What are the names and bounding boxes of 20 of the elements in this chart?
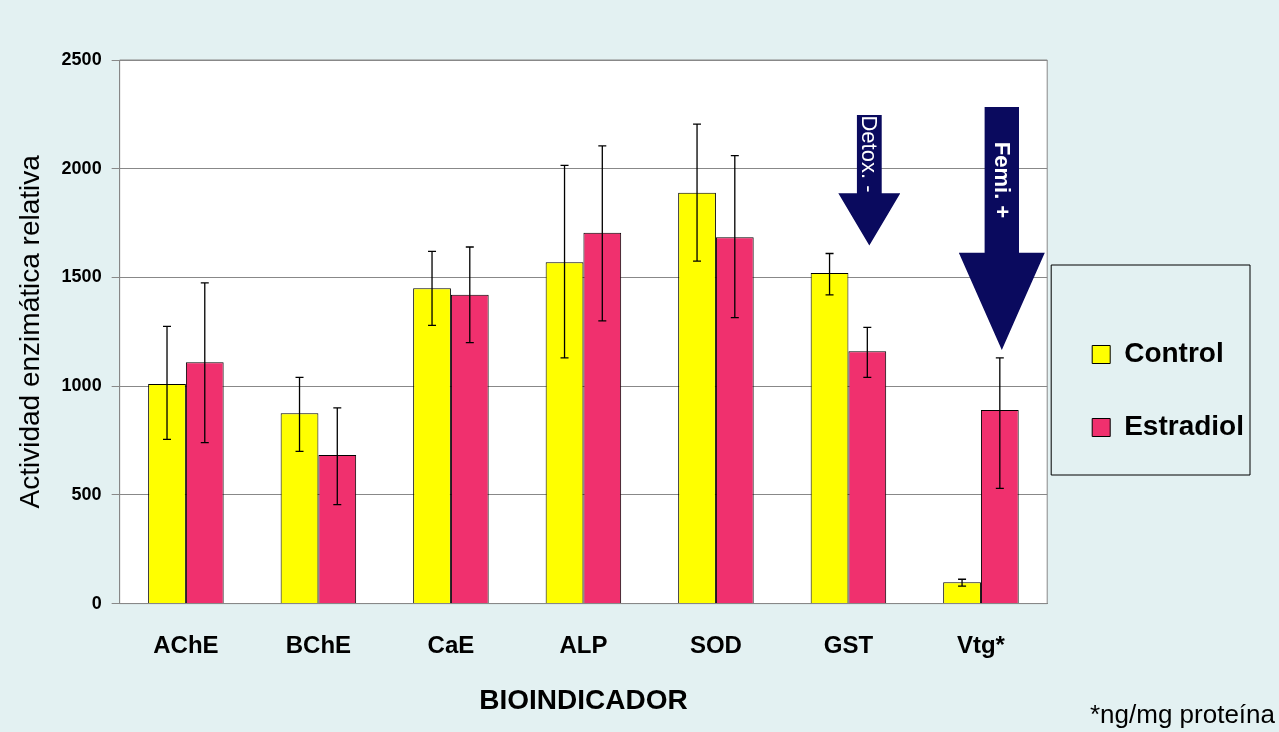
- text: *ng/mg proteína: [1089, 699, 1275, 730]
- x-tick-label: Vtg*: [956, 630, 1006, 658]
- legend-label: Estradiol: [1124, 410, 1245, 442]
- x-tick-label: BChE: [285, 630, 352, 658]
- x-tick-label: SOD: [689, 630, 742, 658]
- y-tick-label: 500: [71, 483, 102, 504]
- y-tick-label: 1500: [61, 266, 102, 287]
- x-tick-label: GST: [823, 630, 874, 658]
- y-tick-label: 1000: [61, 375, 102, 396]
- y-tick-label: 2000: [61, 157, 102, 178]
- legend-label: Control: [1124, 337, 1224, 369]
- x-axis-title: BIOINDICADOR: [479, 683, 688, 715]
- y-axis-title: Actividad enzimática relativa: [13, 154, 45, 509]
- x-tick-label: ALP: [559, 630, 608, 658]
- y-tick-label: 2500: [61, 48, 102, 69]
- y-tick-label: 0: [91, 592, 102, 613]
- annotation: Femi. +: [988, 141, 1015, 219]
- x-tick-label: CaE: [427, 630, 475, 658]
- x-tick-label: AChE: [153, 630, 219, 658]
- annotation: Detox. -: [856, 115, 883, 193]
